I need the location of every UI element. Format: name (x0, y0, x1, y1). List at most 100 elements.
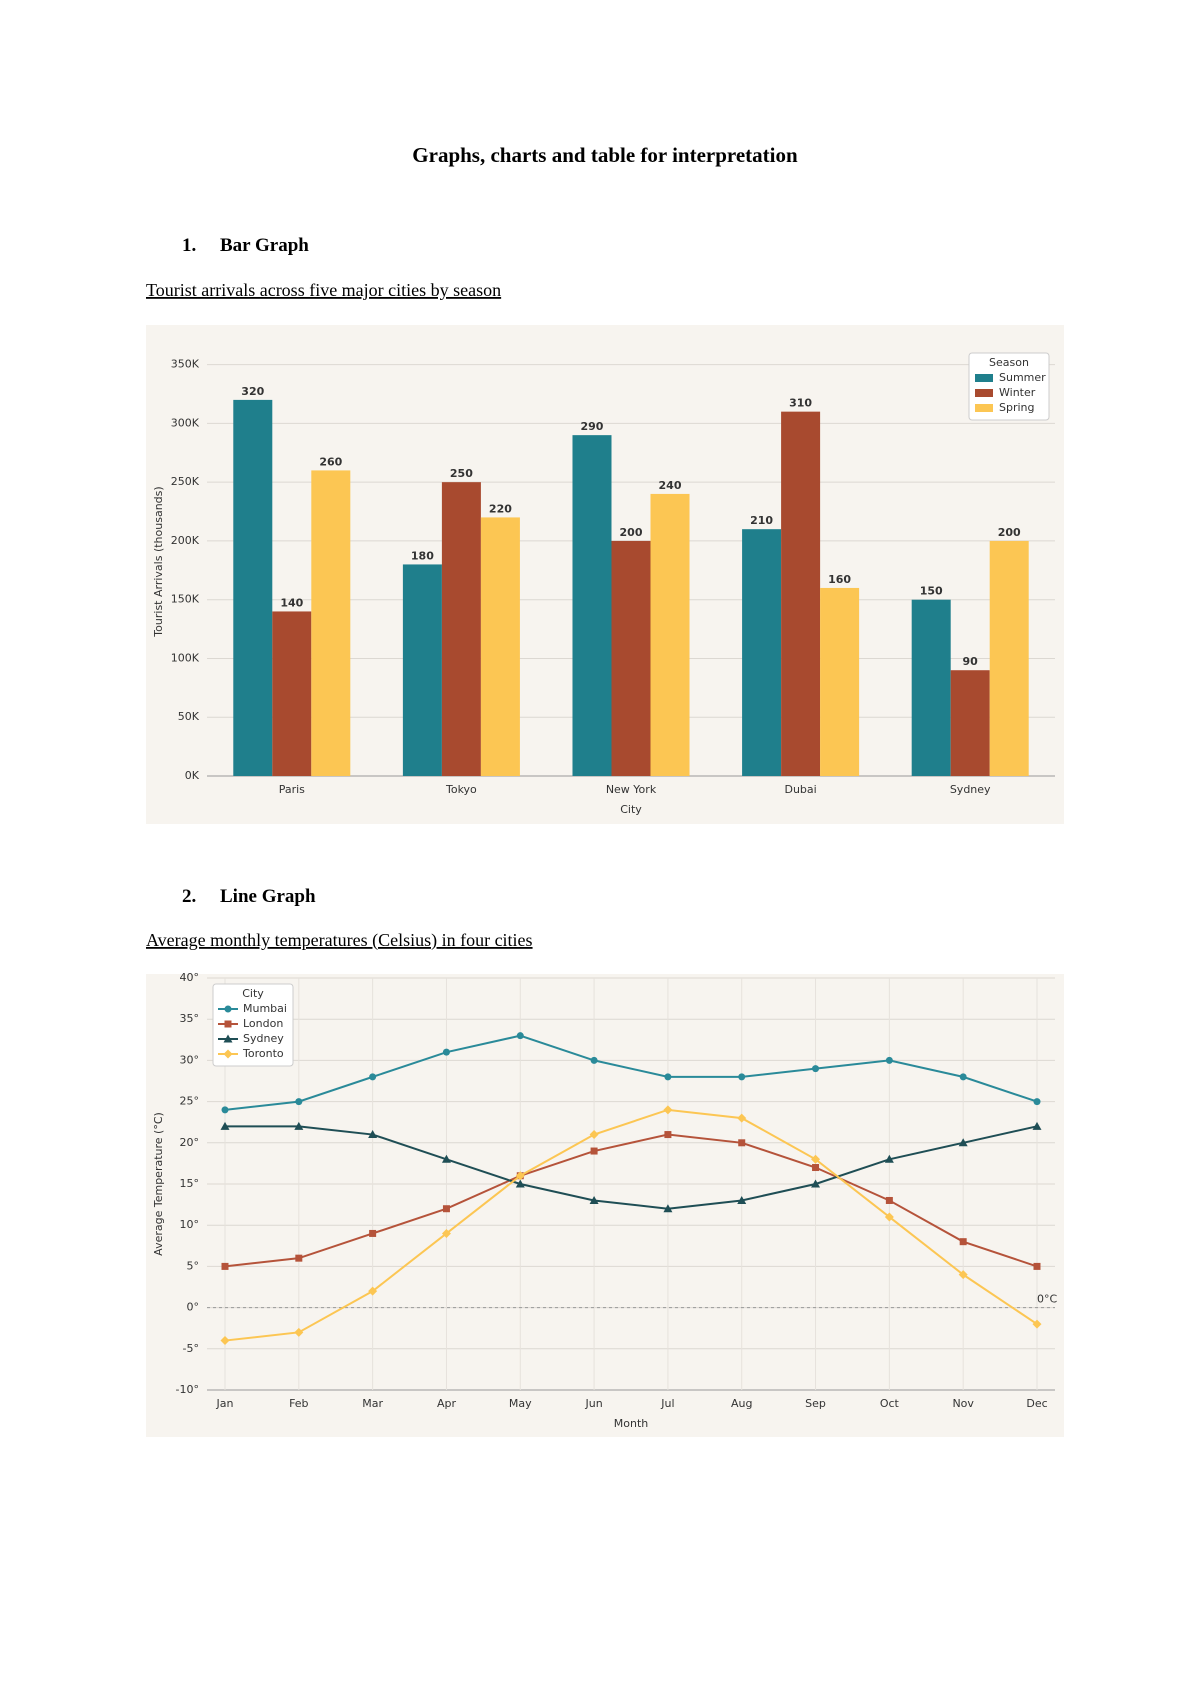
marker (958, 1270, 968, 1280)
value-label: 140 (280, 596, 303, 609)
bar (611, 540, 651, 776)
bar (911, 599, 951, 776)
y-tick-label: -5° (183, 1342, 199, 1355)
x-tick-label: Sydney (950, 783, 991, 796)
bar (989, 540, 1029, 776)
value-label: 200 (998, 526, 1021, 539)
value-label: 180 (411, 549, 434, 562)
value-label: 160 (828, 573, 851, 586)
y-tick-label: 0K (185, 769, 200, 782)
marker (516, 1032, 524, 1040)
legend-title: City (242, 987, 264, 1000)
y-tick-label: 35° (180, 1012, 200, 1025)
x-tick-label: May (509, 1397, 532, 1410)
marker (223, 1034, 233, 1043)
bar (480, 517, 520, 776)
marker (295, 1254, 303, 1262)
x-tick-label: Oct (880, 1397, 900, 1410)
marker (738, 1073, 746, 1081)
marker (664, 1131, 672, 1139)
bar (650, 493, 690, 776)
marker (958, 1138, 968, 1147)
section-heading: Line Graph (220, 886, 316, 907)
section-heading: Bar Graph (220, 235, 309, 256)
marker (885, 1056, 893, 1064)
marker (442, 1205, 450, 1213)
marker (369, 1073, 377, 1081)
marker (1032, 1319, 1042, 1329)
value-label: 260 (319, 455, 342, 468)
section-caption: Tourist arrivals across five major citie… (146, 280, 501, 300)
marker (663, 1204, 673, 1213)
y-tick-label: 25° (180, 1095, 200, 1108)
y-tick-label: 5° (187, 1259, 200, 1272)
y-tick-label: 150K (171, 593, 200, 606)
bar (781, 411, 821, 776)
value-label: 90 (963, 655, 979, 668)
marker (959, 1238, 967, 1246)
y-tick-label: 40° (180, 971, 200, 984)
doc-title: Graphs, charts and table for interpretat… (412, 143, 798, 167)
bar (820, 587, 860, 776)
y-tick-label: 15° (180, 1177, 200, 1190)
marker (442, 1048, 450, 1056)
section-number: 1. (182, 235, 196, 256)
y-tick-label: 300K (171, 416, 200, 429)
bar (572, 435, 612, 776)
y-tick-label: 350K (171, 358, 200, 371)
x-axis-label: City (620, 803, 642, 816)
marker (737, 1113, 747, 1123)
x-tick-label: Sep (805, 1397, 826, 1410)
marker (220, 1336, 230, 1346)
x-tick-label: Apr (437, 1397, 457, 1410)
x-tick-label: Paris (279, 783, 305, 796)
marker (664, 1073, 672, 1081)
legend-label: Spring (999, 401, 1035, 414)
marker (1033, 1098, 1041, 1106)
legend-label: Winter (999, 386, 1036, 399)
line (224, 1034, 1038, 1111)
y-tick-label: 50K (178, 710, 200, 723)
x-tick-label: Dec (1026, 1397, 1047, 1410)
legend-label: Sydney (243, 1032, 284, 1045)
y-tick-label: 20° (180, 1136, 200, 1149)
marker (737, 1195, 747, 1204)
value-label: 290 (581, 420, 604, 433)
value-label: 150 (920, 585, 943, 598)
y-tick-label: 10° (180, 1218, 200, 1231)
marker (884, 1154, 894, 1163)
value-label: 210 (750, 514, 773, 527)
legend-label: Summer (999, 371, 1046, 384)
y-tick-label: 30° (180, 1053, 200, 1066)
y-tick-label: 200K (171, 534, 200, 547)
marker (663, 1105, 673, 1115)
value-label: 310 (789, 397, 812, 410)
marker (515, 1179, 525, 1188)
bar (272, 611, 312, 776)
legend-swatch (975, 404, 993, 412)
y-tick-label: 250K (171, 475, 200, 488)
marker (223, 1049, 233, 1059)
marker (294, 1327, 304, 1337)
legend-label: London (243, 1017, 283, 1030)
x-axis-label: Month (614, 1417, 649, 1430)
value-label: 220 (489, 502, 512, 515)
marker (590, 1056, 598, 1064)
x-tick-label: Aug (731, 1397, 752, 1410)
x-tick-label: Feb (289, 1397, 308, 1410)
legend-box (212, 983, 294, 1067)
marker (441, 1228, 451, 1238)
marker (885, 1196, 893, 1204)
line (224, 1108, 1038, 1342)
marker (811, 1179, 821, 1188)
section-caption: Average monthly temperatures (Celsius) i… (146, 930, 533, 951)
y-tick-label: -10° (176, 1383, 199, 1396)
marker (294, 1121, 304, 1130)
marker (441, 1154, 451, 1163)
marker (224, 1020, 232, 1028)
marker (811, 1154, 821, 1164)
y-tick-label: 100K (171, 651, 200, 664)
marker (221, 1262, 229, 1270)
